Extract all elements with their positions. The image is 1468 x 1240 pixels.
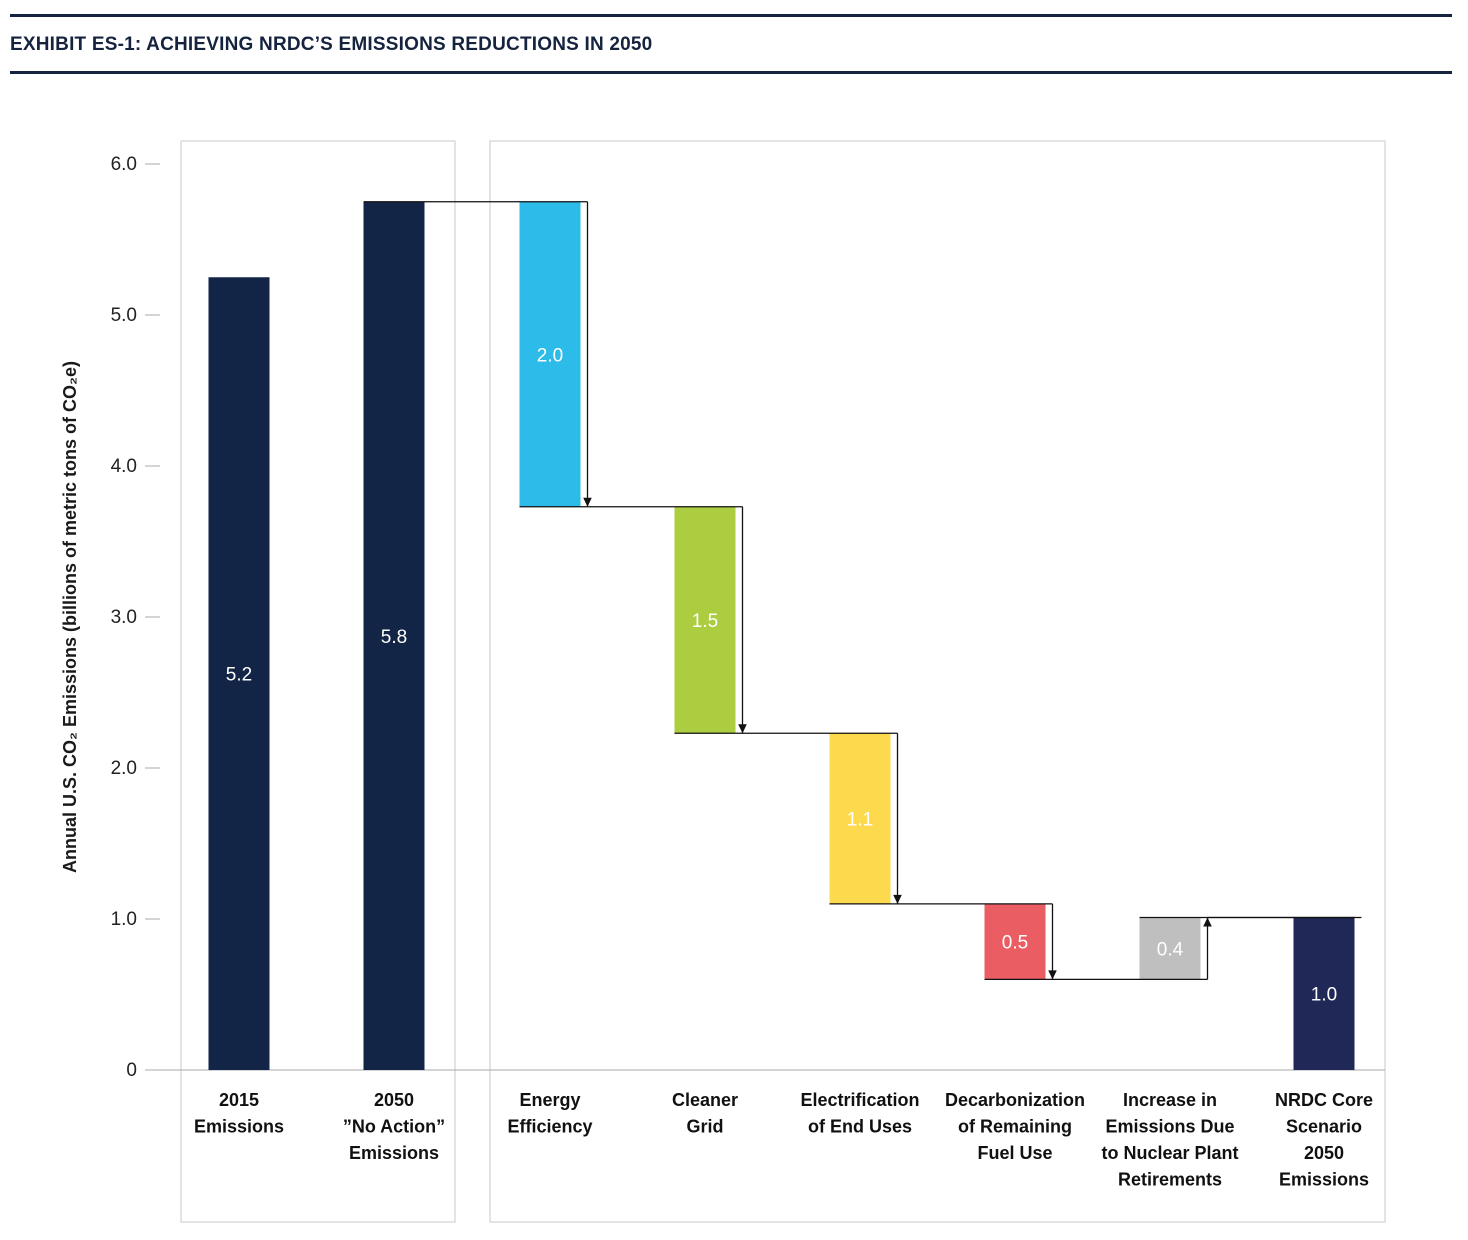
exhibit-title: EXHIBIT ES-1: ACHIEVING NRDC’S EMISSIONS…: [10, 34, 653, 55]
y-tick-label: 4.0: [111, 456, 137, 477]
bar-4: [674, 506, 736, 734]
bar-value-label: 5.2: [226, 665, 252, 686]
bar-2: [363, 201, 425, 1070]
bar-3: [519, 201, 581, 507]
category-label: Increase in Emissions Due to Nuclear Plant…: [1101, 1090, 1238, 1190]
arrow-up-icon: [1203, 917, 1212, 927]
y-tick-label: 1.0: [111, 909, 137, 930]
arrow-down-icon: [1048, 970, 1057, 980]
y-tick-label: 6.0: [111, 154, 137, 175]
bar-1: [208, 277, 270, 1070]
right-panel-frame: [489, 140, 1386, 1223]
arrow-down-icon: [738, 724, 747, 734]
y-tick-label: 5.0: [111, 305, 137, 326]
bar-value-label: 1.5: [692, 611, 718, 632]
bar-value-label: 1.1: [847, 810, 873, 831]
bar-value-label: 0.4: [1157, 939, 1184, 960]
category-label: Cleaner Grid: [672, 1090, 738, 1137]
category-label: Energy Efficiency: [507, 1090, 592, 1137]
y-tick-label: 0: [126, 1060, 137, 1081]
left-panel-frame: [180, 140, 456, 1223]
y-axis-title: Annual U.S. CO₂ Emissions (billions of m…: [60, 361, 80, 873]
category-label: Electrification of End Uses: [800, 1090, 919, 1137]
arrow-down-icon: [583, 497, 592, 507]
bar-value-label: 5.8: [381, 627, 407, 648]
bar-value-label: 2.0: [537, 345, 563, 366]
bar-value-label: 0.5: [1002, 933, 1028, 954]
bar-8: [1293, 917, 1355, 1070]
bar-7: [1139, 917, 1201, 980]
title-underline-rule: [10, 71, 1452, 74]
category-label: 2015 Emissions: [194, 1090, 284, 1137]
category-label: Decarbonization of Remaining Fuel Use: [945, 1090, 1085, 1163]
bar-value-label: 1.0: [1311, 985, 1337, 1006]
category-label: NRDC Core Scenario 2050 Emissions: [1275, 1090, 1373, 1190]
category-label: 2050 ”No Action” Emissions: [343, 1090, 445, 1163]
top-rule: [10, 14, 1452, 17]
bar-6: [984, 903, 1046, 980]
arrow-down-icon: [893, 894, 902, 904]
y-tick-label: 2.0: [111, 758, 137, 779]
y-tick-label: 3.0: [111, 607, 137, 628]
bar-5: [829, 733, 891, 904]
